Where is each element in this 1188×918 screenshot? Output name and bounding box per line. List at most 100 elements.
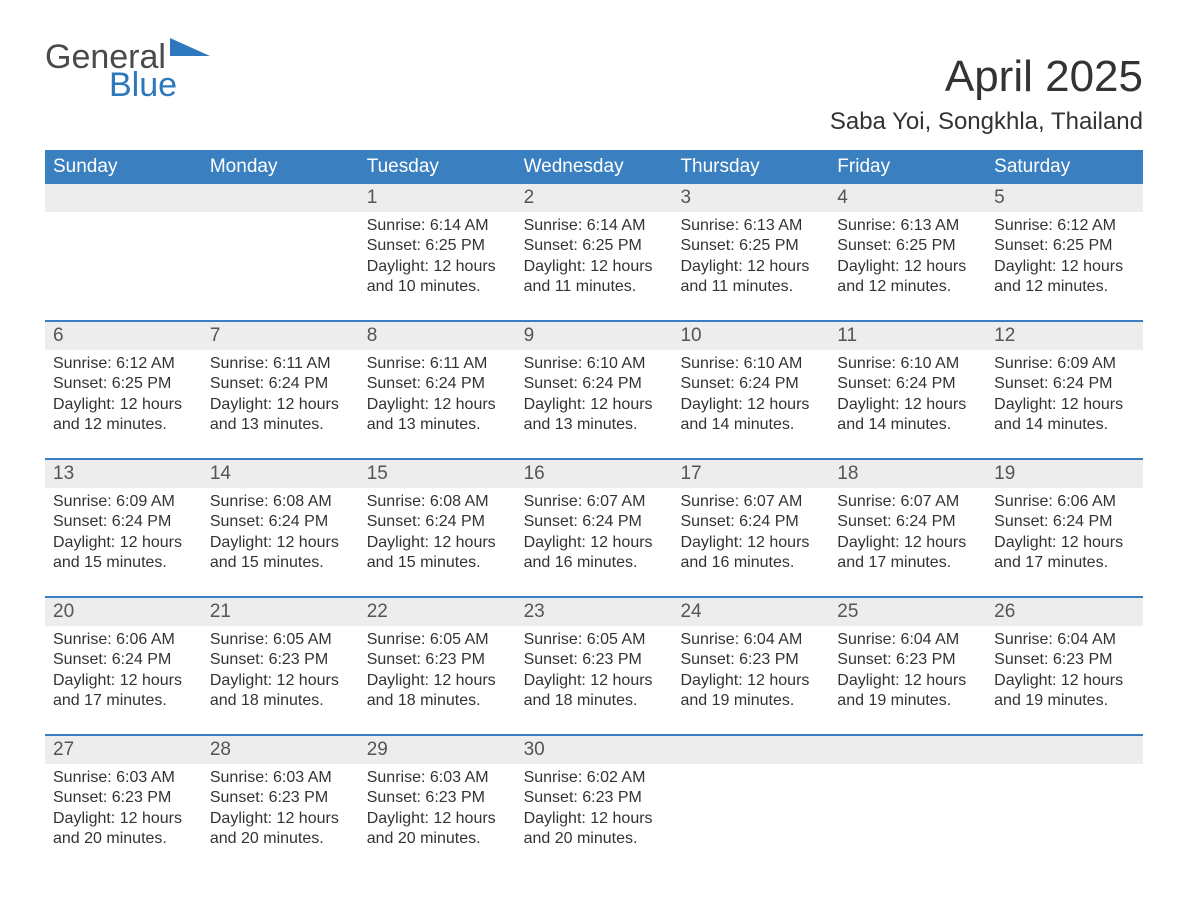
daylight-text: Daylight: 12 hours and 17 minutes. [837,533,978,574]
calendar-day: 16Sunrise: 6:07 AMSunset: 6:24 PMDayligh… [516,460,673,582]
calendar-day: 25Sunrise: 6:04 AMSunset: 6:23 PMDayligh… [829,598,986,720]
calendar-day: 13Sunrise: 6:09 AMSunset: 6:24 PMDayligh… [45,460,202,582]
sunrise-text: Sunrise: 6:04 AM [680,630,821,650]
day-number: 18 [829,460,986,488]
day-number [672,736,829,764]
sunset-text: Sunset: 6:23 PM [367,650,508,670]
day-number: 26 [986,598,1143,626]
day-details: Sunrise: 6:04 AMSunset: 6:23 PMDaylight:… [829,626,986,718]
day-details: Sunrise: 6:02 AMSunset: 6:23 PMDaylight:… [516,764,673,856]
sunset-text: Sunset: 6:25 PM [994,236,1135,256]
day-number: 22 [359,598,516,626]
day-details: Sunrise: 6:13 AMSunset: 6:25 PMDaylight:… [829,212,986,304]
day-details: Sunrise: 6:04 AMSunset: 6:23 PMDaylight:… [986,626,1143,718]
sunrise-text: Sunrise: 6:05 AM [367,630,508,650]
daylight-text: Daylight: 12 hours and 11 minutes. [524,257,665,298]
calendar: Sunday Monday Tuesday Wednesday Thursday… [45,150,1143,858]
sunset-text: Sunset: 6:24 PM [994,512,1135,532]
calendar-day: 29Sunrise: 6:03 AMSunset: 6:23 PMDayligh… [359,736,516,858]
day-number: 4 [829,184,986,212]
daylight-text: Daylight: 12 hours and 19 minutes. [994,671,1135,712]
calendar-day [986,736,1143,858]
daylight-text: Daylight: 12 hours and 15 minutes. [367,533,508,574]
day-details: Sunrise: 6:12 AMSunset: 6:25 PMDaylight:… [986,212,1143,304]
daylight-text: Daylight: 12 hours and 17 minutes. [53,671,194,712]
day-number: 7 [202,322,359,350]
calendar-day: 23Sunrise: 6:05 AMSunset: 6:23 PMDayligh… [516,598,673,720]
calendar-body: 1Sunrise: 6:14 AMSunset: 6:25 PMDaylight… [45,184,1143,858]
daylight-text: Daylight: 12 hours and 18 minutes. [367,671,508,712]
day-number: 12 [986,322,1143,350]
daylight-text: Daylight: 12 hours and 16 minutes. [524,533,665,574]
day-number: 2 [516,184,673,212]
day-details: Sunrise: 6:13 AMSunset: 6:25 PMDaylight:… [672,212,829,304]
calendar-day: 30Sunrise: 6:02 AMSunset: 6:23 PMDayligh… [516,736,673,858]
brand-word2: Blue [109,68,177,102]
daylight-text: Daylight: 12 hours and 12 minutes. [994,257,1135,298]
location-subtitle: Saba Yoi, Songkhla, Thailand [45,108,1143,136]
sunrise-text: Sunrise: 6:07 AM [680,492,821,512]
sunrise-text: Sunrise: 6:12 AM [994,216,1135,236]
day-number: 23 [516,598,673,626]
day-number: 14 [202,460,359,488]
sunset-text: Sunset: 6:24 PM [994,374,1135,394]
sunset-text: Sunset: 6:25 PM [367,236,508,256]
calendar-day: 20Sunrise: 6:06 AMSunset: 6:24 PMDayligh… [45,598,202,720]
calendar-day: 14Sunrise: 6:08 AMSunset: 6:24 PMDayligh… [202,460,359,582]
sunset-text: Sunset: 6:24 PM [524,374,665,394]
sunset-text: Sunset: 6:24 PM [837,374,978,394]
weekday-header: Wednesday [516,150,673,184]
calendar-day: 11 Sunrise: 6:10 AMSunset: 6:24 PMDayligh… [829,322,986,444]
sunrise-text: Sunrise: 6:10 AM [680,354,821,374]
day-number: 24 [672,598,829,626]
day-details: Sunrise: 6:06 AMSunset: 6:24 PMDaylight:… [986,488,1143,580]
daylight-text: Daylight: 12 hours and 10 minutes. [367,257,508,298]
calendar-day: 24Sunrise: 6:04 AMSunset: 6:23 PMDayligh… [672,598,829,720]
day-number: 21 [202,598,359,626]
sunset-text: Sunset: 6:23 PM [210,650,351,670]
day-number: 6 [45,322,202,350]
calendar-day [672,736,829,858]
day-number: 30 [516,736,673,764]
day-number [986,736,1143,764]
calendar-week: 20Sunrise: 6:06 AMSunset: 6:24 PMDayligh… [45,596,1143,720]
day-number: 10 [672,322,829,350]
daylight-text: Daylight: 12 hours and 20 minutes. [210,809,351,850]
calendar-day: 4Sunrise: 6:13 AMSunset: 6:25 PMDaylight… [829,184,986,306]
daylight-text: Daylight: 12 hours and 14 minutes. [680,395,821,436]
day-number: 8 [359,322,516,350]
day-details: Sunrise: 6:03 AMSunset: 6:23 PMDaylight:… [359,764,516,856]
sunset-text: Sunset: 6:24 PM [837,512,978,532]
day-number: 28 [202,736,359,764]
calendar-day: 2Sunrise: 6:14 AMSunset: 6:25 PMDaylight… [516,184,673,306]
day-details: Sunrise: 6:04 AMSunset: 6:23 PMDaylight:… [672,626,829,718]
calendar-week: 13Sunrise: 6:09 AMSunset: 6:24 PMDayligh… [45,458,1143,582]
calendar-day [45,184,202,306]
daylight-text: Daylight: 12 hours and 20 minutes. [524,809,665,850]
sunset-text: Sunset: 6:23 PM [680,650,821,670]
daylight-text: Daylight: 12 hours and 12 minutes. [837,257,978,298]
day-number: 5 [986,184,1143,212]
sunset-text: Sunset: 6:23 PM [994,650,1135,670]
calendar-day: 7Sunrise: 6:11 AMSunset: 6:24 PMDaylight… [202,322,359,444]
day-number: 11 [829,322,986,350]
calendar-week: 6Sunrise: 6:12 AMSunset: 6:25 PMDaylight… [45,320,1143,444]
day-details: Sunrise: 6:07 AMSunset: 6:24 PMDaylight:… [672,488,829,580]
calendar-week: 1Sunrise: 6:14 AMSunset: 6:25 PMDaylight… [45,184,1143,306]
calendar-day: 3Sunrise: 6:13 AMSunset: 6:25 PMDaylight… [672,184,829,306]
day-number: 1 [359,184,516,212]
day-details: Sunrise: 6:08 AMSunset: 6:24 PMDaylight:… [202,488,359,580]
sunrise-text: Sunrise: 6:12 AM [53,354,194,374]
calendar-day [829,736,986,858]
sunrise-text: Sunrise: 6:08 AM [210,492,351,512]
daylight-text: Daylight: 12 hours and 19 minutes. [680,671,821,712]
daylight-text: Daylight: 12 hours and 17 minutes. [994,533,1135,574]
daylight-text: Daylight: 12 hours and 20 minutes. [53,809,194,850]
daylight-text: Daylight: 12 hours and 14 minutes. [837,395,978,436]
sunrise-text: Sunrise: 6:10 AM [837,354,978,374]
day-number [45,184,202,212]
calendar-day: 9Sunrise: 6:10 AMSunset: 6:24 PMDaylight… [516,322,673,444]
day-details: Sunrise: 6:09 AMSunset: 6:24 PMDaylight:… [45,488,202,580]
daylight-text: Daylight: 12 hours and 18 minutes. [210,671,351,712]
day-details: Sunrise: 6:10 AMSunset: 6:24 PMDaylight:… [672,350,829,442]
